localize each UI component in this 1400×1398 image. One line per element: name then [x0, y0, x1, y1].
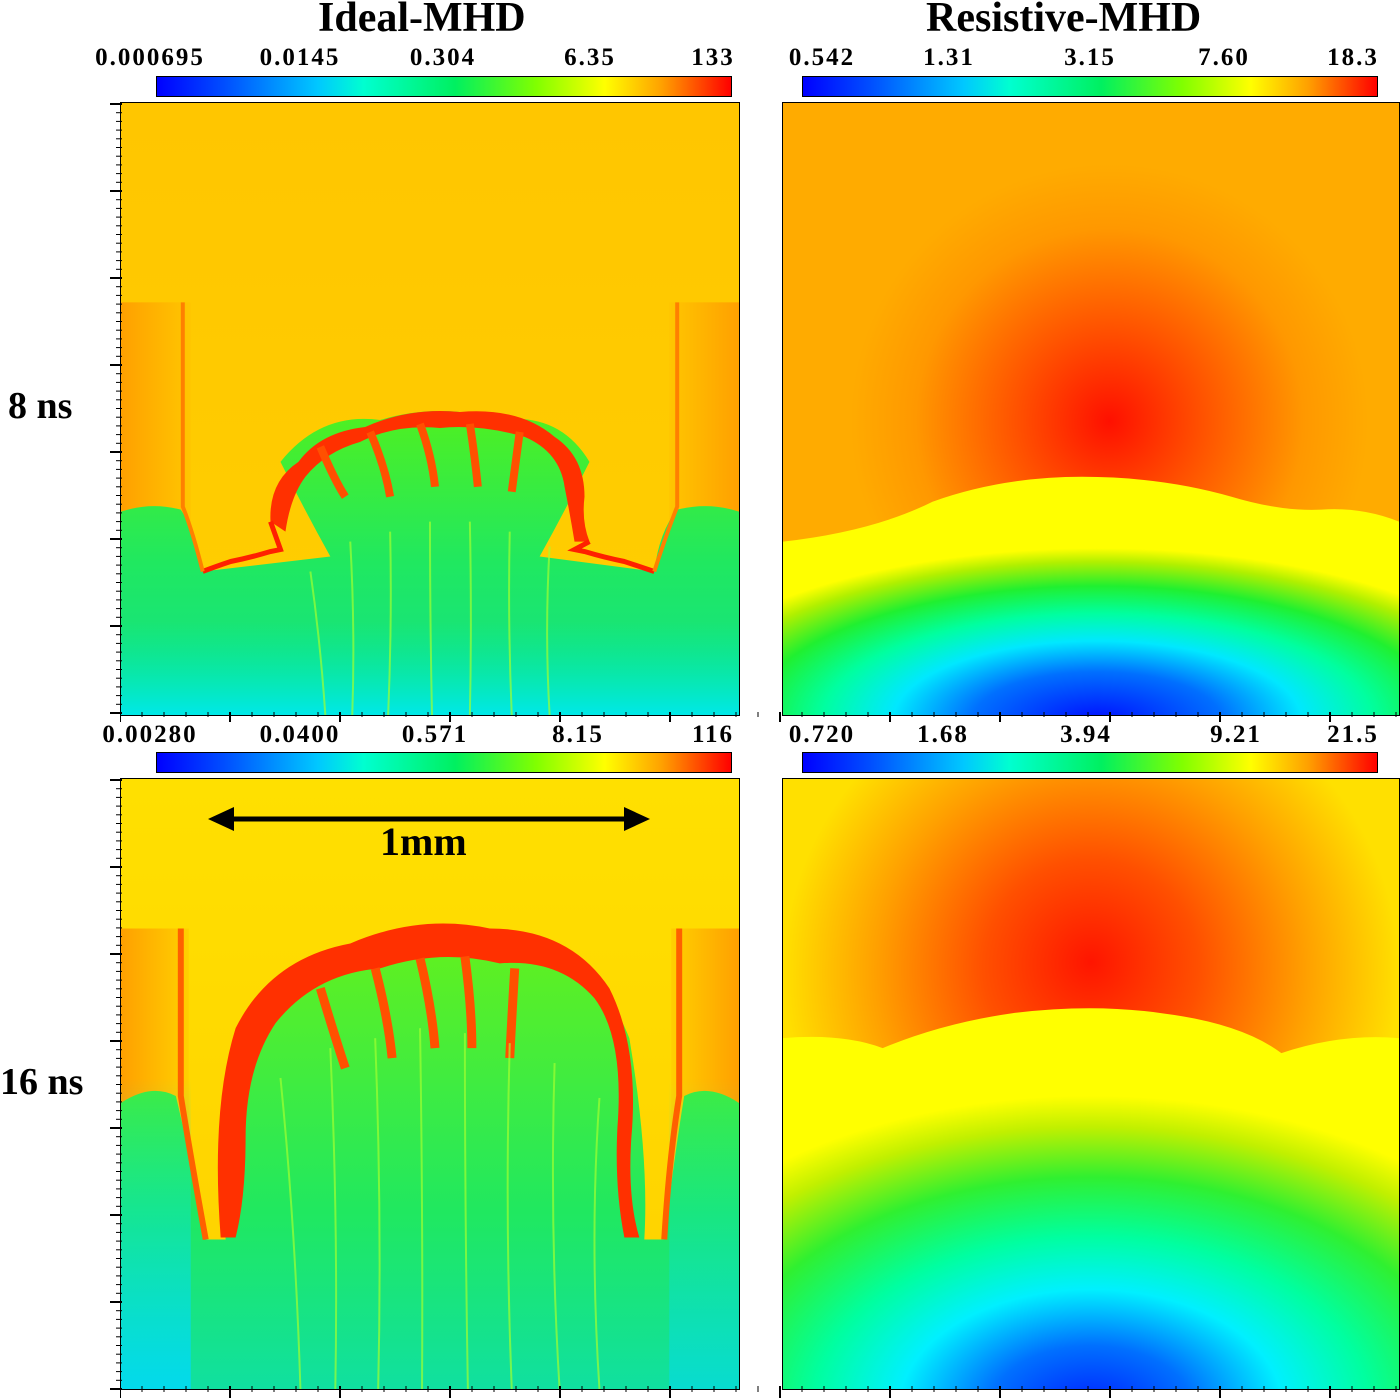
colorbar-tick-label: 7.60 — [1198, 44, 1250, 71]
colorbar-tick-label: 133 — [691, 44, 735, 71]
colorbar-tick-label: 0.720 — [788, 721, 856, 748]
scale-bar-label: 1mm — [380, 819, 467, 864]
colorbar-tick-label: 8.15 — [552, 721, 604, 748]
x-axis-ticks — [120, 1386, 1397, 1398]
colorbar-tick-label: 0.000695 — [95, 44, 205, 71]
colorbar-tick-label: 0.0400 — [259, 721, 341, 748]
colorbar-tick-label: 3.15 — [1064, 44, 1116, 71]
colorbar-tick-label: 116 — [691, 721, 735, 748]
colorbar-tick-label: 0.0145 — [259, 44, 341, 71]
resistive-mhd-title: Resistive-MHD — [926, 0, 1202, 41]
heatmap-ideal-8ns — [120, 102, 740, 716]
colorbar-tick-label: 1.68 — [917, 721, 969, 748]
colorbar-ideal-8ns — [156, 76, 732, 97]
row-label-16ns: 16 ns — [0, 1061, 84, 1103]
x-axis-ticks — [120, 712, 1397, 722]
colorbar-tick-label: 6.35 — [564, 44, 616, 71]
colorbar-tick-label: 9.21 — [1210, 721, 1262, 748]
ideal-mhd-title: Ideal-MHD — [318, 0, 526, 41]
colorbar-tick-label: 21.5 — [1327, 721, 1379, 748]
colorbar-tick-label: 0.00280 — [102, 721, 198, 748]
heatmap-resistive-16ns — [782, 778, 1400, 1390]
colorbar-tick-label: 1.31 — [923, 44, 975, 71]
heatmap-ideal-16ns — [120, 778, 740, 1390]
y-axis-ticks — [110, 103, 122, 1390]
colorbar-tick-label: 0.304 — [409, 44, 477, 71]
colorbar-tick-label: 0.542 — [788, 44, 856, 71]
row-label-8ns: 8 ns — [8, 385, 73, 427]
colorbar-resistive-8ns — [802, 76, 1378, 97]
colorbar-tick-label: 0.571 — [401, 721, 469, 748]
scale-bar-arrow — [208, 807, 650, 831]
colorbar-resistive-16ns — [802, 752, 1378, 773]
heatmap-resistive-8ns — [782, 102, 1400, 716]
colorbar-ideal-16ns — [156, 752, 732, 773]
colorbar-tick-label: 3.94 — [1060, 721, 1112, 748]
colorbar-tick-label: 18.3 — [1327, 44, 1379, 71]
